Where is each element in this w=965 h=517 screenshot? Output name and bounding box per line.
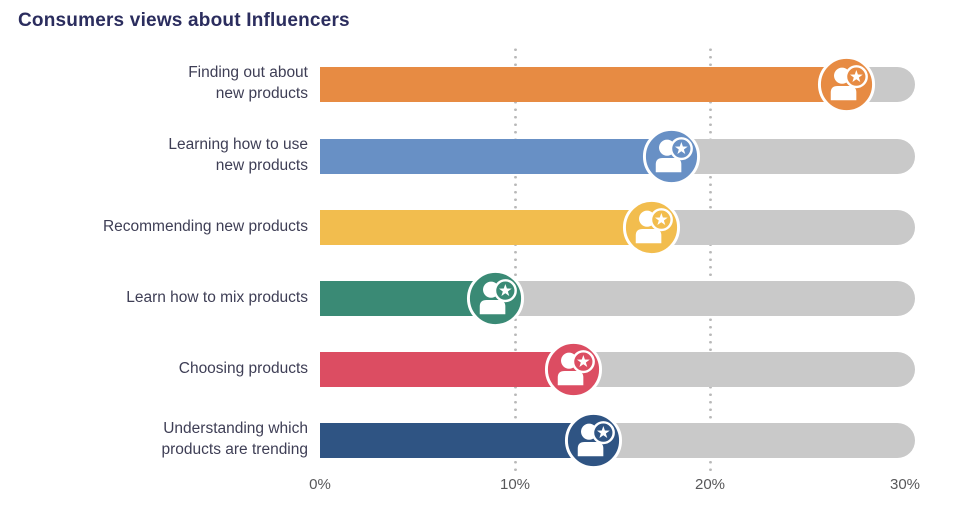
x-axis-tick: 20% xyxy=(694,476,726,493)
bar xyxy=(320,66,847,102)
bar xyxy=(320,209,652,245)
bar-row: Learn how to mix products xyxy=(0,263,965,334)
x-axis-tick: 30% xyxy=(889,476,921,493)
chart-title: Consumers views about Influencers xyxy=(18,10,350,31)
bar-label: Learn how to mix products xyxy=(126,288,308,306)
bar-row: Understanding which products are trendin… xyxy=(0,405,965,476)
influencer-icon xyxy=(466,269,525,327)
bar-label: Recommending new products xyxy=(102,217,308,235)
bar xyxy=(320,422,593,458)
bar-label: Choosing products xyxy=(178,359,308,377)
bar-row: Choosing products xyxy=(0,334,965,405)
gridline-10-percent xyxy=(513,46,517,472)
x-axis-tick: 10% xyxy=(499,476,531,493)
bar xyxy=(320,138,671,174)
influencer-icon xyxy=(544,340,603,398)
bar-row: Recommending new products xyxy=(0,192,965,263)
bar xyxy=(320,280,496,316)
bar-label: Finding out about new products xyxy=(188,64,308,102)
influencer-icon xyxy=(817,55,876,113)
influencer-icon xyxy=(564,411,622,469)
influencer-icon xyxy=(622,198,681,256)
bar-label: Understanding which products are trendin… xyxy=(161,420,308,458)
bar xyxy=(320,351,574,387)
bar-label: Learning how to use new products xyxy=(168,136,308,174)
gridline-20-percent xyxy=(708,46,712,472)
bar-row: Finding out about new products xyxy=(0,49,965,120)
bar-row: Learning how to use new products xyxy=(0,121,965,192)
influencer-icon xyxy=(642,127,700,185)
x-axis-tick: 0% xyxy=(309,476,331,493)
